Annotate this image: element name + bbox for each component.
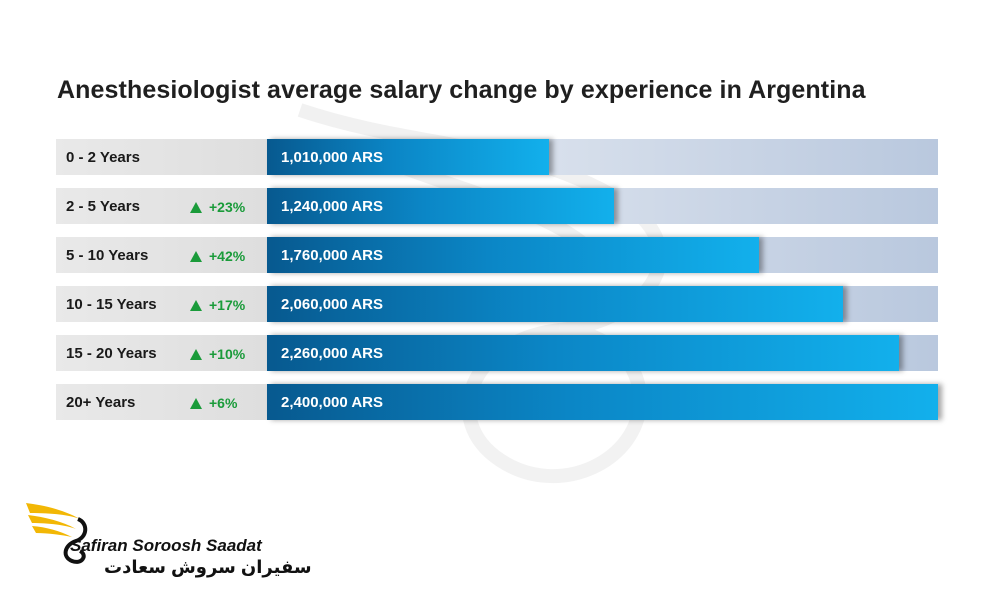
bar-value-label: 2,260,000 ARS — [281, 345, 384, 362]
category-label: 5 - 10 Years — [66, 247, 149, 264]
change-badge: +10% — [190, 346, 245, 362]
category-cell: 10 - 15 Years +17% — [56, 286, 267, 322]
category-label: 10 - 15 Years — [66, 296, 157, 313]
bar: 1,240,000 ARS — [267, 188, 614, 224]
bar-track: 2,060,000 ARS — [267, 286, 938, 322]
bar: 2,400,000 ARS — [267, 384, 938, 420]
bar-value-label: 2,060,000 ARS — [281, 296, 384, 313]
category-cell: 2 - 5 Years +23% — [56, 188, 267, 224]
wing-logo-icon — [26, 503, 88, 564]
change-badge: +42% — [190, 248, 245, 264]
bar-row: 5 - 10 Years +42% 1,760,000 ARS — [56, 237, 938, 273]
up-triangle-icon — [190, 202, 202, 213]
change-badge: +17% — [190, 297, 245, 313]
up-triangle-icon — [190, 398, 202, 409]
change-value: +10% — [209, 346, 246, 362]
category-cell: 0 - 2 Years — [56, 139, 267, 175]
category-cell: 15 - 20 Years +10% — [56, 335, 267, 371]
bar-value-label: 2,400,000 ARS — [281, 394, 384, 411]
up-triangle-icon — [190, 251, 202, 262]
category-label: 0 - 2 Years — [66, 149, 140, 166]
bar-row: 2 - 5 Years +23% 1,240,000 ARS — [56, 188, 938, 224]
bar-value-label: 1,760,000 ARS — [281, 247, 384, 264]
bar-row: 20+ Years +6% 2,400,000 ARS — [56, 384, 938, 420]
category-label: 20+ Years — [66, 394, 136, 411]
bar-track: 2,260,000 ARS — [267, 335, 938, 371]
brand-name-fa: سفیران سروش سعادت — [104, 557, 312, 577]
bar-value-label: 1,010,000 ARS — [281, 149, 384, 166]
brand-logo — [22, 495, 292, 585]
bar: 1,760,000 ARS — [267, 237, 759, 273]
change-value: +17% — [209, 297, 246, 313]
bar-track: 1,760,000 ARS — [267, 237, 938, 273]
bar: 2,060,000 ARS — [267, 286, 843, 322]
bar: 2,260,000 ARS — [267, 335, 899, 371]
bar-row: 0 - 2 Years 1,010,000 ARS — [56, 139, 938, 175]
bar-value-label: 1,240,000 ARS — [281, 198, 384, 215]
bar-track: 1,240,000 ARS — [267, 188, 938, 224]
bar-row: 10 - 15 Years +17% 2,060,000 ARS — [56, 286, 938, 322]
bar-rows: 0 - 2 Years 1,010,000 ARS 2 - 5 Years +23% 1… — [56, 139, 938, 433]
category-label: 15 - 20 Years — [66, 345, 157, 362]
up-triangle-icon — [190, 300, 202, 311]
bar-track: 2,400,000 ARS — [267, 384, 938, 420]
category-cell: 20+ Years +6% — [56, 384, 267, 420]
category-label: 2 - 5 Years — [66, 198, 140, 215]
category-cell: 5 - 10 Years +42% — [56, 237, 267, 273]
change-value: +23% — [209, 199, 246, 215]
bar: 1,010,000 ARS — [267, 139, 549, 175]
up-triangle-icon — [190, 349, 202, 360]
bar-row: 15 - 20 Years +10% 2,260,000 ARS — [56, 335, 938, 371]
bar-track: 1,010,000 ARS — [267, 139, 938, 175]
chart-title: Anesthesiologist average salary change b… — [57, 76, 866, 104]
change-value: +6% — [209, 395, 238, 411]
change-value: +42% — [209, 248, 246, 264]
brand-name-en: Safiran Soroosh Saadat — [70, 536, 262, 555]
change-badge: +23% — [190, 199, 245, 215]
change-badge: +6% — [190, 395, 237, 411]
